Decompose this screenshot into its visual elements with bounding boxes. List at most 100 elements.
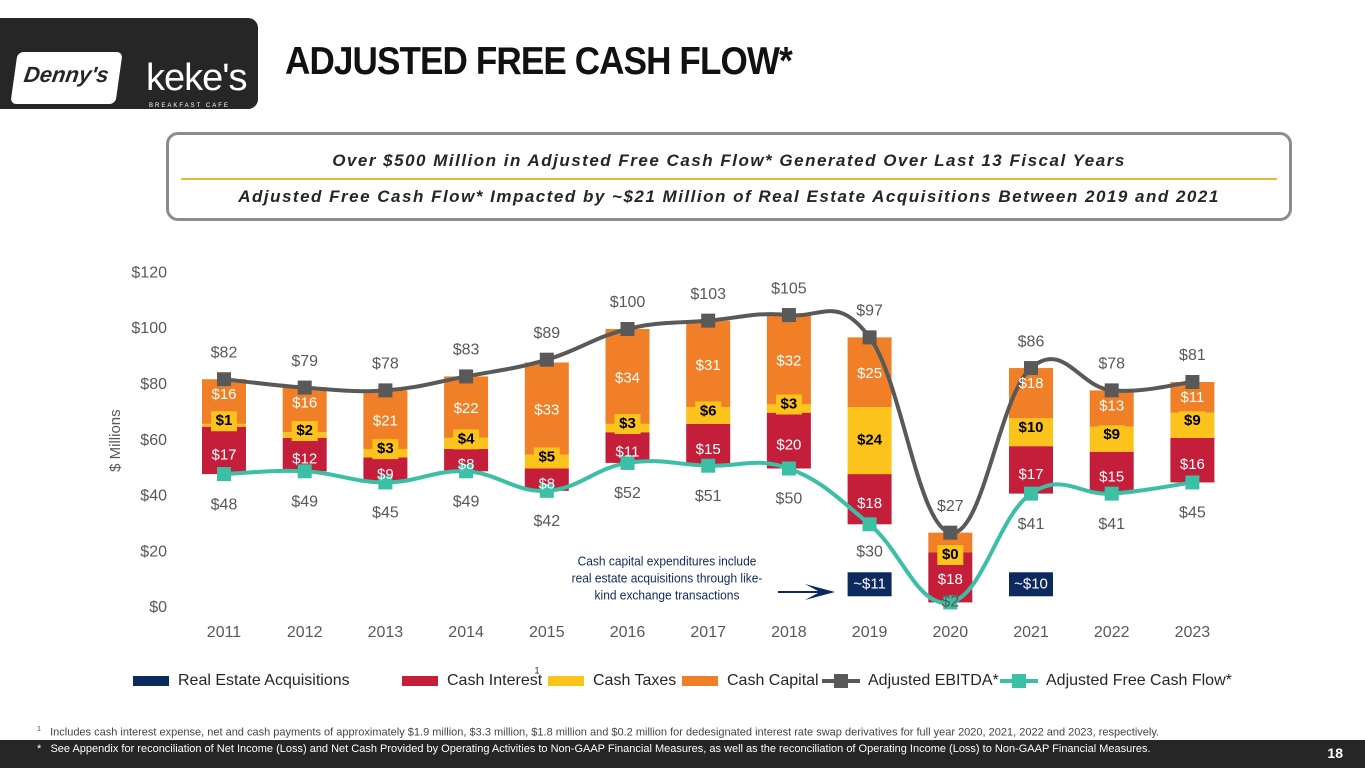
annotation-text: Cash capital expenditures include bbox=[578, 554, 757, 569]
page-title: ADJUSTED FREE CASH FLOW* bbox=[285, 40, 793, 83]
interest-value-label: $18 bbox=[857, 495, 882, 512]
ebitda-value-label: $97 bbox=[856, 303, 883, 320]
ebitda-line-marker bbox=[539, 352, 554, 367]
ebitda-line-marker bbox=[620, 322, 635, 336]
afcf-line-marker bbox=[1104, 486, 1119, 501]
interest-value-label: $11 bbox=[616, 444, 640, 461]
afcf-value-label: $51 bbox=[695, 488, 722, 505]
interest-value-label: $8 bbox=[538, 476, 555, 493]
afcf-line-marker bbox=[1024, 486, 1038, 501]
taxes-value-label: $6 bbox=[700, 402, 717, 419]
y-tick-label: $80 bbox=[140, 376, 167, 393]
ebitda-value-label: $89 bbox=[533, 325, 560, 342]
x-tick-label: 2013 bbox=[368, 624, 404, 641]
x-tick-label: 2014 bbox=[448, 624, 484, 641]
footnote-2: * See Appendix for reconciliation of Net… bbox=[37, 743, 1151, 755]
logo-panel: Denny's keke's BREAKFAST CAFE bbox=[0, 18, 258, 109]
ebitda-line-marker bbox=[862, 330, 877, 345]
bar-interest bbox=[766, 412, 811, 469]
legend-swatch bbox=[548, 676, 584, 686]
annotation-arrow bbox=[778, 584, 835, 600]
y-tick-label: $40 bbox=[140, 488, 167, 505]
footnote-2-marker: * bbox=[37, 743, 42, 755]
taxes-value-label: $3 bbox=[781, 395, 798, 412]
kekes-logo: keke's bbox=[146, 57, 248, 99]
ebitda-line-marker bbox=[1024, 361, 1038, 376]
x-tick-label: 2023 bbox=[1175, 624, 1211, 641]
y-tick-label: $60 bbox=[140, 432, 167, 449]
y-axis-label: $ Millions bbox=[107, 409, 124, 472]
ebitda-value-label: $81 bbox=[1179, 347, 1206, 364]
legend-marker bbox=[1012, 674, 1026, 688]
legend-swatch bbox=[682, 676, 718, 686]
afcf-value-label: $41 bbox=[1098, 516, 1125, 533]
ebitda-line-marker bbox=[943, 525, 958, 540]
capital-value-label: $31 bbox=[696, 357, 721, 374]
ebitda-value-label: $27 bbox=[937, 498, 964, 515]
interest-value-label: $9 bbox=[377, 466, 394, 483]
callout-box: Over $500 Million in Adjusted Free Cash … bbox=[166, 132, 1292, 221]
interest-value-label: $18 bbox=[938, 571, 963, 588]
x-tick-label: 2018 bbox=[771, 624, 807, 641]
footnote-2-text: See Appendix for reconciliation of Net I… bbox=[50, 743, 1151, 755]
interest-value-label: $8 bbox=[458, 456, 475, 473]
x-tick-label: 2017 bbox=[690, 624, 726, 641]
y-tick-label: $0 bbox=[149, 599, 167, 616]
legend-marker bbox=[834, 674, 848, 688]
legend-label: Cash Taxes bbox=[593, 672, 676, 689]
afcf-line-marker bbox=[297, 464, 312, 479]
x-tick-label: 2020 bbox=[933, 624, 969, 641]
x-tick-label: 2015 bbox=[529, 624, 565, 641]
capital-value-label: $32 bbox=[776, 353, 801, 370]
taxes-label-box bbox=[614, 414, 641, 435]
capital-value-label: $16 bbox=[211, 386, 236, 403]
taxes-value-label: $2 bbox=[296, 422, 313, 439]
ebitda-value-label: $82 bbox=[211, 344, 238, 361]
capital-value-label: $33 bbox=[534, 401, 559, 418]
y-tick-label: $100 bbox=[131, 320, 167, 337]
x-tick-label: 2011 bbox=[207, 624, 242, 641]
ebitda-line-marker bbox=[459, 369, 474, 384]
afcf-value-label: $45 bbox=[1179, 505, 1206, 522]
afcf-value-label: $2 bbox=[941, 594, 959, 611]
taxes-value-label: $3 bbox=[619, 415, 636, 432]
page-number: 18 bbox=[1327, 745, 1343, 761]
ebitda-value-label: $79 bbox=[291, 353, 318, 370]
bar-capital bbox=[847, 337, 892, 408]
afcf-line-marker bbox=[459, 464, 474, 479]
annotation-text: kind exchange transactions bbox=[595, 588, 740, 603]
capital-value-label: $21 bbox=[373, 413, 398, 430]
y-tick-label: $120 bbox=[131, 264, 167, 281]
legend-label: Adjusted EBITDA* bbox=[868, 672, 999, 689]
taxes-value-label: $10 bbox=[1018, 419, 1043, 436]
bar-capital bbox=[686, 320, 731, 408]
interest-value-label: $15 bbox=[1099, 469, 1124, 486]
legend-label: Adjusted Free Cash Flow* bbox=[1046, 672, 1232, 689]
annotation-text: real estate acquisitions through like- bbox=[572, 571, 763, 586]
interest-value-label: $17 bbox=[1018, 466, 1043, 483]
taxes-label-box bbox=[1179, 411, 1206, 432]
legend-label: Cash Capital bbox=[727, 672, 819, 689]
ebitda-value-label: $105 bbox=[771, 280, 807, 297]
taxes-label-box bbox=[1098, 425, 1125, 446]
ebitda-line-marker bbox=[701, 313, 716, 328]
interest-value-label: $15 bbox=[696, 441, 721, 458]
afcf-value-label: $41 bbox=[1018, 516, 1045, 533]
x-tick-label: 2019 bbox=[852, 624, 888, 641]
footnote-1: 1 Includes cash interest expense, net an… bbox=[37, 726, 1159, 739]
taxes-value-label: $1 bbox=[216, 412, 233, 429]
afcf-value-label: $49 bbox=[453, 494, 480, 511]
capital-value-label: $13 bbox=[1099, 397, 1124, 414]
taxes-value-label: $9 bbox=[1103, 426, 1120, 443]
taxes-value-label: $9 bbox=[1184, 412, 1201, 429]
ebitda-line-marker bbox=[217, 372, 231, 387]
capital-value-label: $25 bbox=[857, 365, 882, 382]
taxes-value-label: $5 bbox=[538, 448, 555, 465]
ebitda-value-label: $78 bbox=[1098, 356, 1125, 373]
ebitda-value-label: $78 bbox=[372, 356, 399, 373]
bar-interest bbox=[202, 426, 246, 475]
x-tick-label: 2016 bbox=[610, 624, 646, 641]
afcf-value-label: $48 bbox=[211, 496, 238, 513]
afcf-line-marker bbox=[943, 595, 958, 610]
